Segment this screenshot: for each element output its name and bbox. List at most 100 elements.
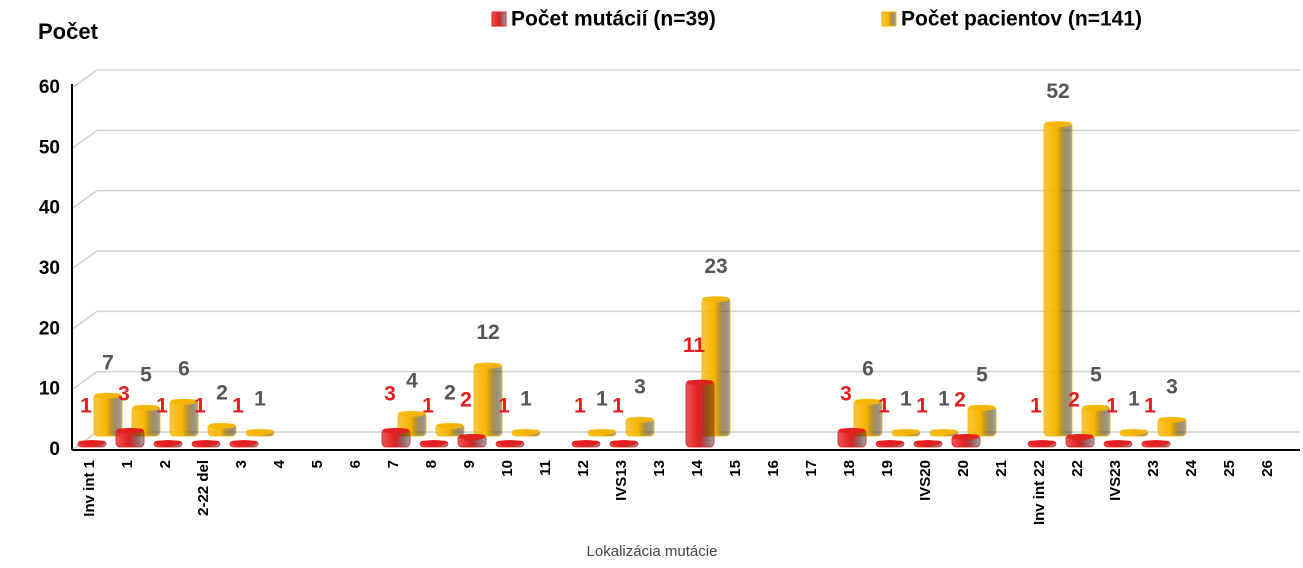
value-label: 52 (1046, 80, 1069, 103)
x-tick-label: 15 (727, 460, 744, 477)
bar-cap (437, 422, 463, 429)
bar-cap (231, 439, 257, 446)
x-tick-label: IVS23 (1107, 460, 1124, 501)
y-tick-label: 20 (39, 318, 60, 339)
value-label: 12 (476, 321, 499, 344)
y-tick-label: 60 (39, 77, 60, 98)
bar-cap (1121, 428, 1147, 435)
y-tick-label: 40 (39, 198, 60, 219)
value-label: 1 (574, 395, 586, 418)
value-label: 1 (916, 395, 928, 418)
x-tick-label: 17 (803, 460, 820, 477)
value-label: 1 (938, 388, 950, 411)
bar-cap (155, 439, 181, 446)
bar-cap (95, 392, 121, 399)
x-tick-label: 22 (1069, 460, 1086, 477)
legend-label: Počet mutácií (n=39) (511, 8, 716, 31)
value-label: 1 (156, 395, 168, 418)
value-label: 1 (878, 395, 890, 418)
bar-cap (703, 296, 729, 303)
x-tick-label: 25 (1221, 460, 1238, 477)
value-label: 2 (216, 381, 228, 404)
x-tick-label: 2 (157, 460, 174, 468)
value-label: 1 (612, 395, 624, 418)
value-label: 1 (194, 395, 206, 418)
x-tick-label: 10 (499, 460, 516, 477)
x-tick-label: 8 (423, 460, 440, 468)
x-tick-label: 14 (689, 459, 706, 476)
grid-line (71, 129, 1300, 149)
value-label: 1 (498, 395, 510, 418)
grid-line (71, 69, 1300, 89)
value-label: 1 (80, 395, 92, 418)
x-tick-label: 13 (651, 460, 668, 477)
x-tick-label: IVS20 (917, 460, 934, 501)
bar-cap (117, 427, 143, 434)
x-tick-label: 24 (1183, 459, 1200, 476)
bar-cap (497, 439, 523, 446)
x-tick-label: 12 (575, 460, 592, 477)
bar-cap (475, 362, 501, 369)
value-label: 5 (976, 363, 988, 386)
y-tick-label: 30 (39, 258, 60, 279)
bar-cap (421, 439, 447, 446)
value-label: 2 (1068, 388, 1080, 411)
bar-cap (611, 439, 637, 446)
value-label: 23 (704, 255, 727, 278)
bar (685, 380, 715, 448)
value-label: 2 (444, 381, 456, 404)
legend-swatch (881, 11, 897, 27)
x-tick-label: 19 (879, 460, 896, 477)
value-label: 1 (1128, 388, 1140, 411)
y-tick-label: 10 (39, 379, 60, 400)
bar-cap (1105, 439, 1131, 446)
bar-cap (687, 379, 713, 386)
y-tick-label: 0 (49, 439, 60, 460)
x-tick-label: 1 (119, 460, 136, 468)
x-tick-label: 3 (233, 460, 250, 468)
x-tick-label: 4 (271, 459, 288, 468)
value-label: 3 (840, 382, 852, 405)
bar-cap (209, 422, 235, 429)
value-label: 5 (140, 363, 152, 386)
bar-cap (459, 433, 485, 440)
grid-line (71, 310, 1300, 330)
value-label: 1 (422, 395, 434, 418)
value-label: 3 (1166, 375, 1178, 398)
x-tick-label: 6 (347, 460, 364, 468)
value-label: 1 (520, 388, 532, 411)
value-label: 3 (634, 375, 646, 398)
bar-cap (627, 416, 653, 423)
bar-cap (877, 439, 903, 446)
x-tick-label: 26 (1259, 460, 1276, 477)
value-label: 1 (1144, 395, 1156, 418)
value-label: 1 (900, 388, 912, 411)
legend-swatch (491, 11, 507, 27)
bar-cap (1045, 121, 1071, 128)
bar-cap (1067, 433, 1093, 440)
bar-cap (513, 428, 539, 435)
x-tick-label: Inv int 22 (1031, 460, 1048, 525)
value-label: 1 (1106, 395, 1118, 418)
value-label: 3 (118, 382, 130, 405)
value-label: 1 (596, 388, 608, 411)
bar-cap (915, 439, 941, 446)
x-axis-title: Lokalizácia mutácie (587, 543, 718, 560)
value-label: 1 (254, 388, 266, 411)
value-label: 1 (1030, 395, 1042, 418)
x-tick-label: 21 (993, 460, 1010, 477)
x-tick-label: Inv int 1 (81, 460, 98, 517)
bar-cap (1143, 439, 1169, 446)
value-label: 2 (954, 388, 966, 411)
bar-cap (399, 410, 425, 417)
bar-cap (893, 428, 919, 435)
grid-line (71, 189, 1300, 210)
y-tick-label: 50 (39, 137, 60, 158)
bar-cap (247, 428, 273, 435)
bar-cap (193, 439, 219, 446)
grid-line (71, 370, 1300, 391)
x-tick-label: IVS13 (613, 460, 630, 501)
x-tick-label: 23 (1145, 460, 1162, 477)
value-label: 1 (232, 395, 244, 418)
